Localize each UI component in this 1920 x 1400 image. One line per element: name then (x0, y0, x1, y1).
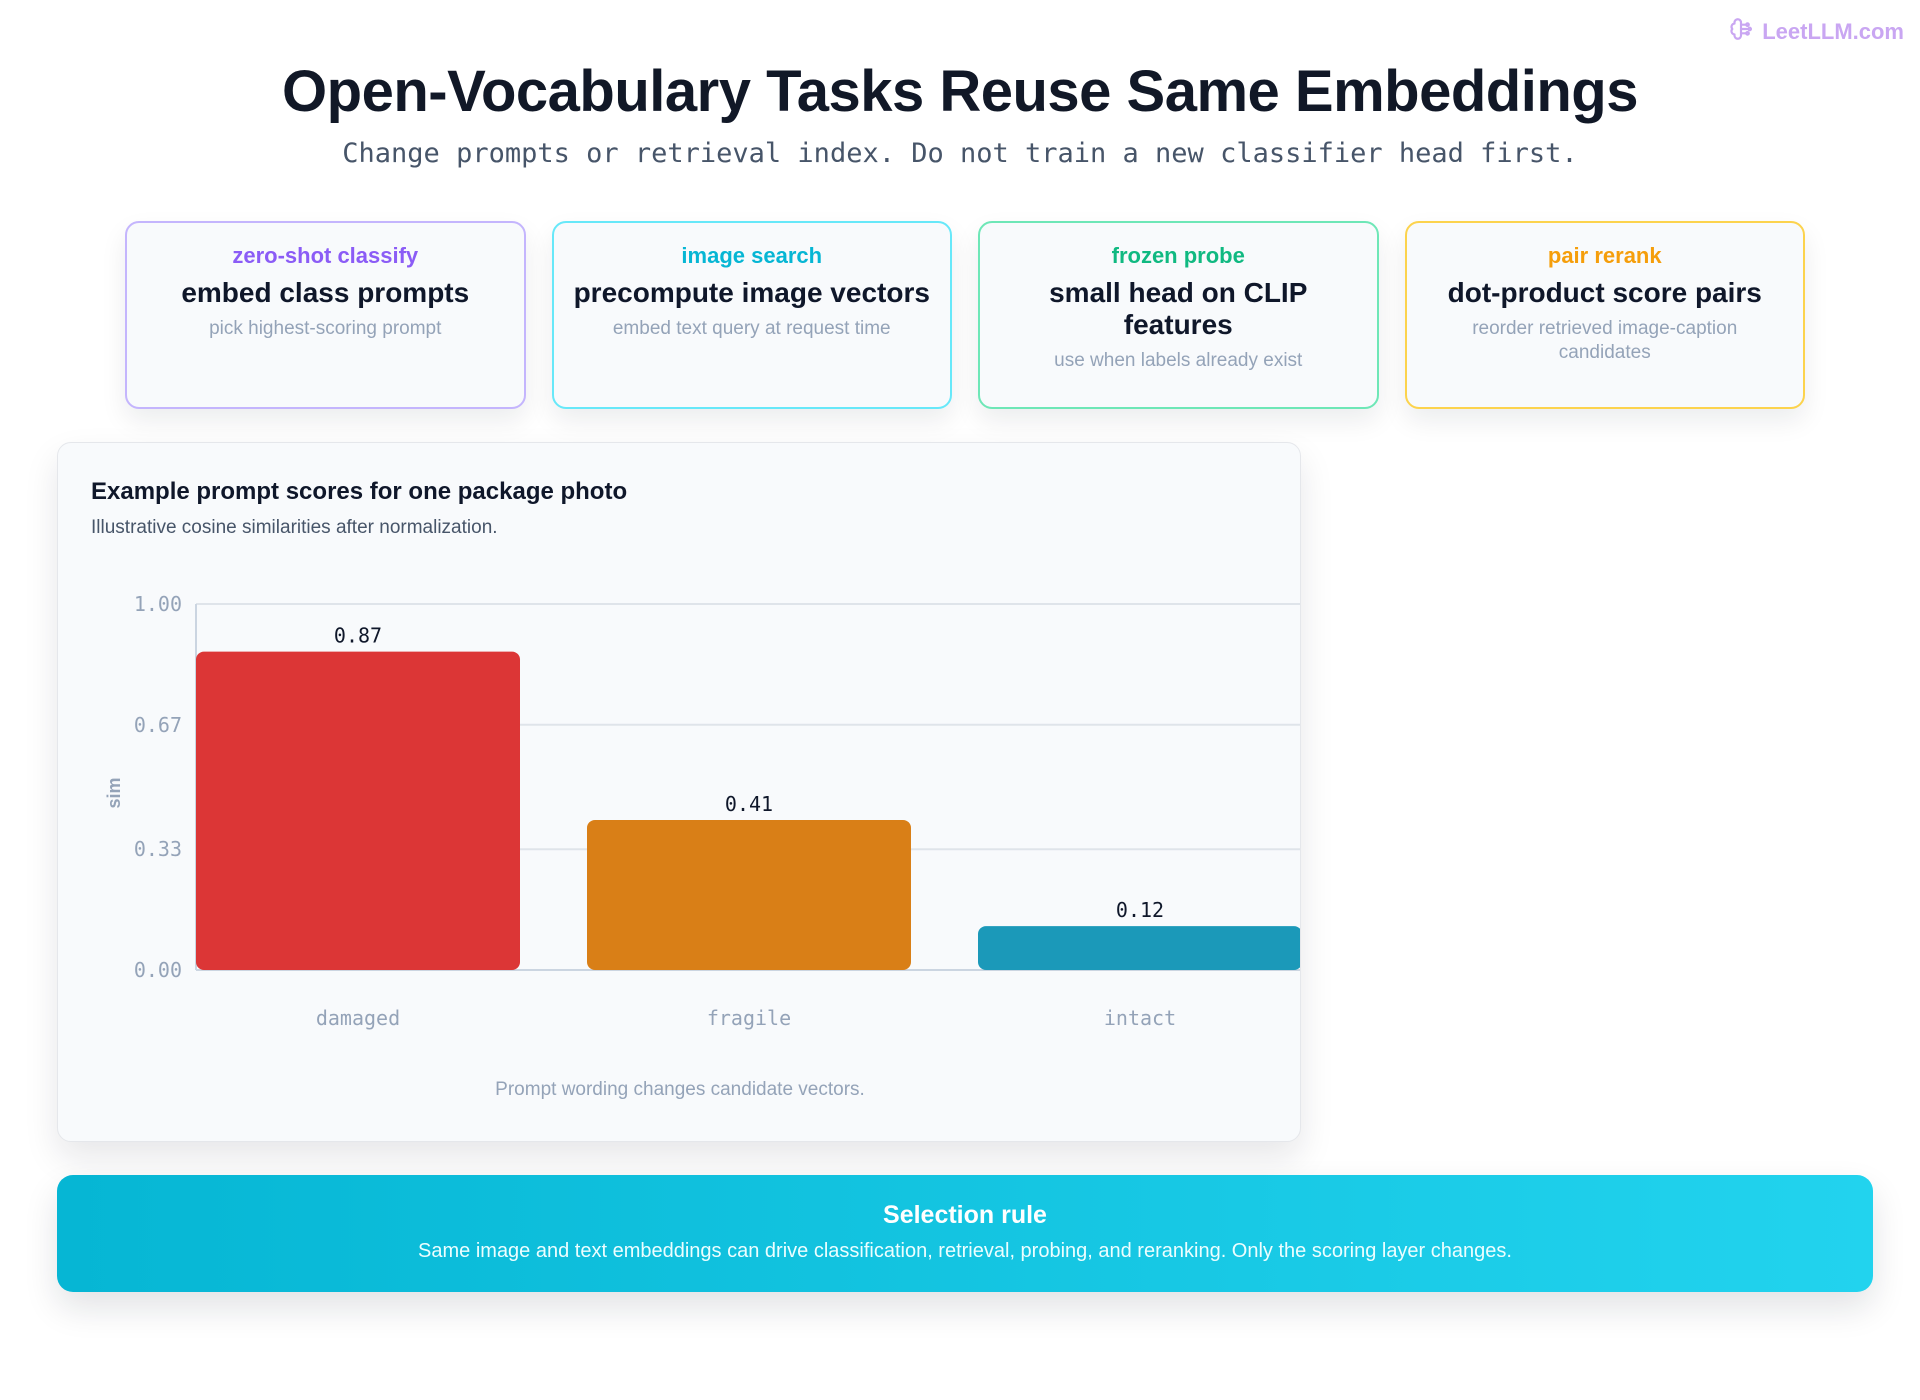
page-title: Open-Vocabulary Tasks Reuse Same Embeddi… (282, 59, 1638, 124)
bar-intact (978, 926, 1300, 970)
bar-value-label: 0.12 (1116, 898, 1164, 922)
bar-damaged (196, 651, 520, 970)
bar-chart: 0.00 0.33 0.67 1.00 sim 0.87 damaged 0.41 fragil… (104, 592, 1300, 1030)
chart-title: Example prompt scores for one package ph… (91, 478, 628, 505)
card-pair-rerank: pair rerank dot-product score pairs reor… (1404, 221, 1805, 409)
card-image-search: image search precompute image vectors em… (551, 221, 952, 409)
card-description: embed text query at request time (612, 318, 891, 339)
brand-label: LeetLLM.com (1762, 19, 1904, 44)
card-headline: precompute image vectors (573, 277, 930, 308)
card-zero-shot-classify: zero-shot classify embed class prompts p… (125, 221, 526, 409)
x-tick-label: damaged (316, 1006, 400, 1030)
card-category: image search (681, 243, 823, 268)
task-cards: zero-shot classify embed class prompts p… (125, 221, 1805, 409)
card-headline: embed class prompts (181, 277, 470, 308)
card-frozen-probe: frozen probe small head on CLIP features… (978, 221, 1379, 409)
bar-value-label: 0.41 (725, 792, 773, 816)
brand[interactable]: LeetLLM.com (1728, 16, 1904, 48)
y-tick-label: 0.33 (134, 837, 182, 861)
card-category: zero-shot classify (232, 243, 419, 268)
selection-rule-banner: Selection rule Same image and text embed… (57, 1175, 1873, 1292)
chart-panel: Example prompt scores for one package ph… (57, 442, 1301, 1142)
card-category: frozen probe (1111, 243, 1245, 268)
card-category: pair rerank (1547, 243, 1662, 268)
brain-icon (1728, 16, 1754, 48)
y-tick-label: 0.00 (134, 958, 182, 982)
chart-subtitle: Illustrative cosine similarities after n… (91, 517, 498, 538)
bar-value-label: 0.87 (334, 624, 382, 648)
y-axis-label: sim (104, 777, 124, 808)
card-description: pick highest-scoring prompt (209, 318, 442, 339)
card-headline: small head on CLIP features (1049, 277, 1308, 340)
x-tick-label: intact (1104, 1006, 1176, 1030)
selection-rule-text: Same image and text embeddings can drive… (418, 1240, 1512, 1262)
selection-rule-title: Selection rule (883, 1201, 1047, 1229)
y-tick-label: 0.67 (134, 713, 182, 737)
chart-note: Prompt wording changes candidate vectors… (495, 1079, 865, 1100)
y-tick-label: 1.00 (134, 592, 182, 616)
card-headline: dot-product score pairs (1447, 277, 1762, 308)
x-tick-label: fragile (707, 1006, 791, 1030)
page-subtitle: Change prompts or retrieval index. Do no… (342, 138, 1578, 169)
bar-fragile (587, 819, 911, 970)
card-description: reorder retrieved image-caption candidat… (1472, 318, 1738, 363)
card-description: use when labels already exist (1054, 350, 1303, 371)
